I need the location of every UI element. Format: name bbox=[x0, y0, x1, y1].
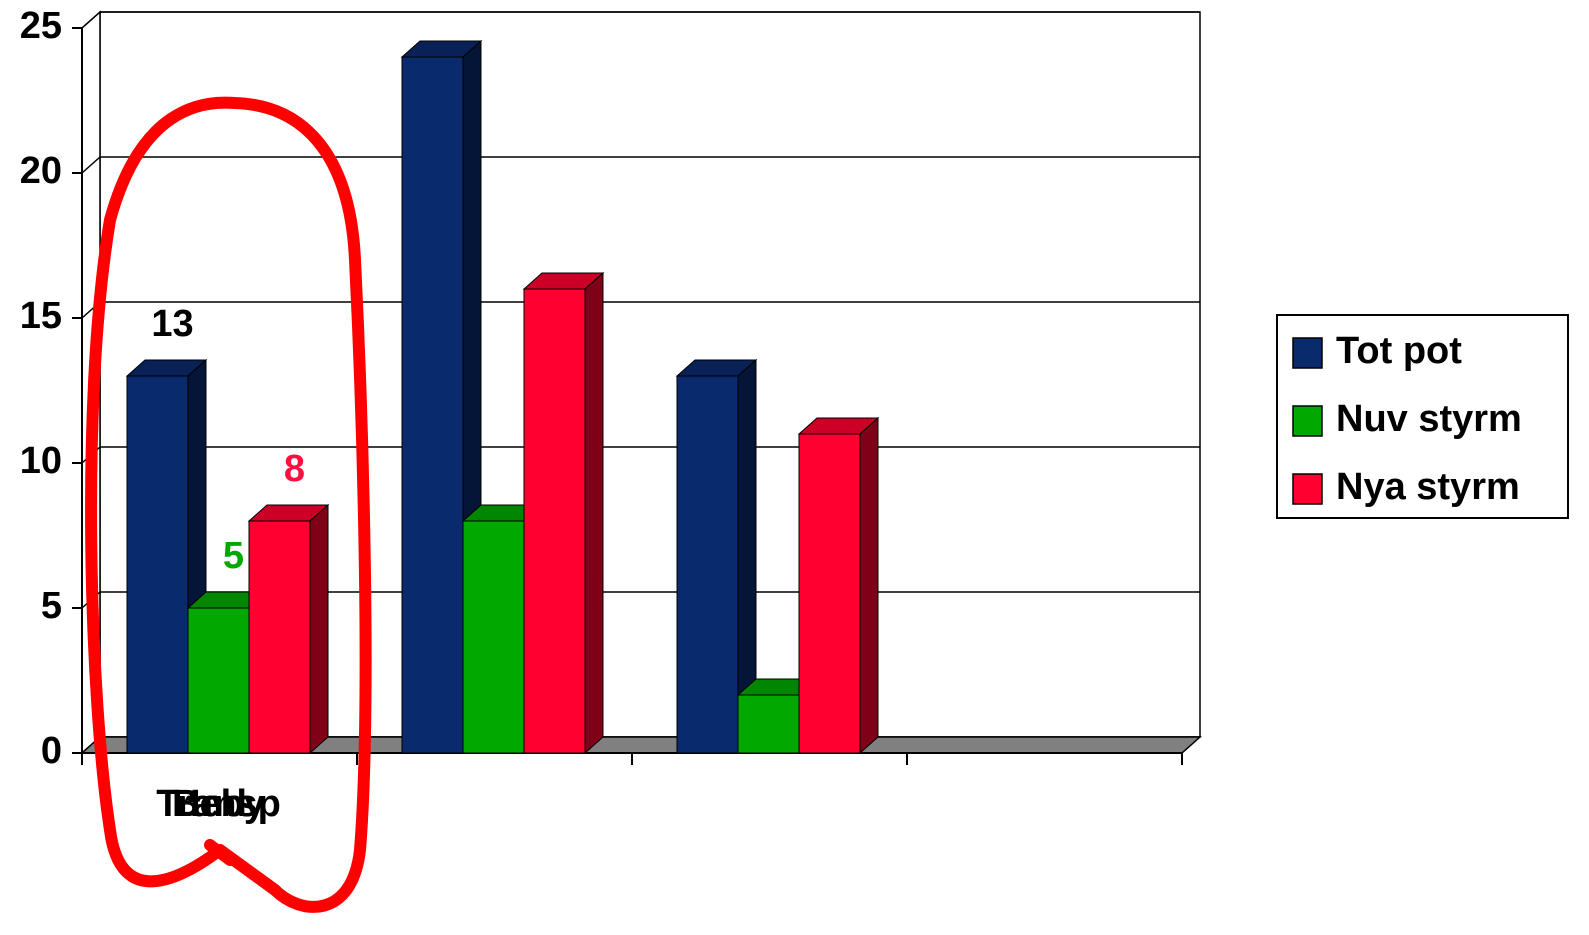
bar bbox=[126, 375, 189, 754]
bar bbox=[248, 520, 311, 754]
grid-line bbox=[81, 156, 101, 174]
bar-side bbox=[309, 503, 329, 755]
legend-swatch bbox=[1292, 473, 1323, 505]
legend-label: Nya styrm bbox=[1336, 466, 1520, 508]
annotation-loop bbox=[85, 96, 372, 913]
bar bbox=[462, 520, 525, 754]
y-tick-label: 0 bbox=[41, 730, 62, 772]
bar bbox=[676, 375, 739, 754]
data-label: 8 bbox=[284, 448, 305, 490]
y-tick-label: 5 bbox=[41, 585, 62, 627]
y-tick-label: 15 bbox=[20, 295, 62, 337]
legend-swatch bbox=[1292, 337, 1323, 369]
legend-label: Tot pot bbox=[1336, 330, 1462, 372]
x-tick-label: Beby bbox=[172, 783, 265, 825]
legend-box bbox=[1276, 314, 1569, 519]
y-tick-label: 20 bbox=[20, 150, 62, 192]
y-tick-label: 10 bbox=[20, 440, 62, 482]
bar bbox=[401, 56, 464, 754]
bar bbox=[187, 607, 250, 754]
bar bbox=[798, 433, 861, 754]
data-label: 13 bbox=[151, 303, 193, 345]
bar bbox=[523, 288, 586, 754]
x-tick-label: Ind bbox=[190, 783, 247, 825]
bar bbox=[737, 694, 800, 754]
x-tick-label: Transp bbox=[156, 783, 281, 825]
grid-line bbox=[81, 11, 101, 29]
bar-side bbox=[584, 271, 604, 755]
legend-swatch bbox=[1292, 405, 1323, 437]
data-label: 5 bbox=[223, 535, 244, 577]
bar-side bbox=[859, 416, 879, 755]
y-tick-label: 25 bbox=[20, 5, 62, 47]
legend-label: Nuv styrm bbox=[1336, 398, 1522, 440]
